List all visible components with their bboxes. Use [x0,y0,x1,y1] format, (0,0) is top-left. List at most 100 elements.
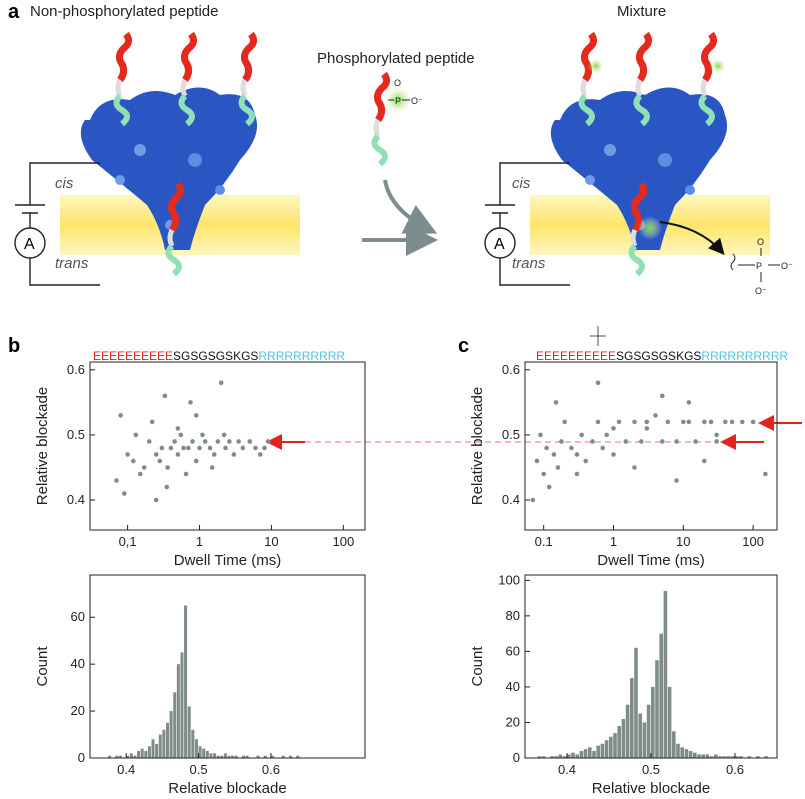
bar [709,756,714,758]
bar [541,756,546,758]
point [763,471,768,477]
x-axis-label: Dwell Time (ms) [597,552,705,569]
point [638,439,644,444]
point [183,471,189,477]
bar [756,756,760,758]
x-tick-label: 1 [610,534,617,549]
bar [575,754,579,758]
side-label: trans [55,255,89,272]
point [159,445,165,451]
point [708,419,714,425]
point [623,439,629,444]
bar [726,756,731,758]
point [162,393,168,399]
y-tick-label: 0.5 [67,427,85,442]
sequence-part: EEEEEEEEEE [536,349,616,363]
bar [571,752,575,758]
bar [151,739,155,758]
x-tick-label: 0,1 [119,534,137,549]
bar [613,733,617,758]
bar [137,750,141,758]
bar [180,652,184,758]
bar [223,753,227,758]
side-label: trans [512,255,546,272]
bar [108,755,112,758]
bar [270,755,274,758]
point [200,432,205,438]
bar [592,750,596,758]
point [544,445,549,451]
bar [659,633,663,758]
bar [617,726,621,758]
bar [263,755,267,758]
point [674,478,679,483]
point [247,439,253,444]
y-tick-label: 0 [78,750,85,765]
point [211,452,217,457]
point [595,419,601,425]
point [165,465,170,470]
point [574,471,580,477]
point [231,452,237,457]
point [644,419,650,425]
point [604,432,610,438]
bar [155,743,159,758]
point [632,465,637,470]
point [186,445,191,451]
bar [646,704,651,758]
x-tick-label: 0.1 [535,534,553,549]
panel-title: Mixture [617,3,666,20]
atom: O [394,78,401,88]
bar [169,711,173,758]
point [146,439,152,444]
y-tick-label: 20 [71,703,85,718]
phospho-tag [384,86,412,114]
y-tick-label: 80 [506,608,520,623]
peptide [241,34,253,124]
phospho-tag [710,58,726,74]
bar [537,756,542,758]
point [553,400,559,405]
point [175,426,181,431]
bar [187,706,191,758]
point [551,452,557,457]
side-label: cis [55,175,74,192]
bar [705,754,710,758]
circuit [15,162,570,286]
bar [133,755,137,758]
bar [220,755,224,758]
point [541,471,546,477]
ammeter [14,227,46,259]
peptide [701,34,713,124]
bar [676,743,680,758]
bar [209,753,213,758]
bar [663,590,668,758]
point [555,465,561,470]
bar [147,746,151,758]
bar [118,755,122,758]
point [595,380,601,386]
peptide [581,34,593,124]
point [137,471,143,477]
plot-frame [89,361,366,531]
bar [173,692,177,758]
point [209,465,215,470]
point [215,439,221,444]
point [190,439,195,444]
panel-label: b [8,335,20,357]
point [632,419,637,425]
y-axis-label: Relative blockade [34,387,51,505]
point [188,400,193,405]
point [530,497,536,503]
point [714,439,719,444]
bar [129,753,133,758]
bar [688,750,693,758]
ammeter-label: A [24,236,35,253]
point [114,478,119,483]
x-tick-label: 1 [196,534,203,549]
bar [140,748,144,758]
bar [234,755,238,758]
bar [158,734,162,758]
bar [191,729,195,758]
bar [625,704,630,758]
